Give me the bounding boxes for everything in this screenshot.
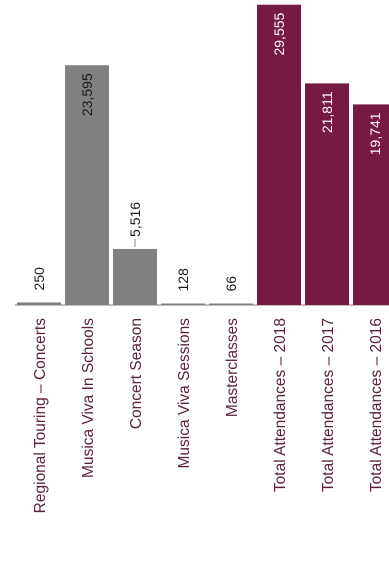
bar-5 xyxy=(209,303,253,305)
value-label-4: 128 xyxy=(175,268,191,292)
bar-4 xyxy=(161,303,205,305)
category-label-2: Musica Viva In Schools xyxy=(80,318,97,478)
bar-2 xyxy=(65,65,109,305)
bar-3 xyxy=(113,248,157,305)
category-label-8: Total Attendances – 2016 xyxy=(368,318,385,492)
value-label-8: 19,741 xyxy=(367,112,383,155)
value-label-6: 29,555 xyxy=(271,12,287,55)
value-label-3: 5,516 xyxy=(127,202,143,237)
category-label-4: Musica Viva Sessions xyxy=(176,318,193,469)
bar-6 xyxy=(257,4,301,305)
bar-8 xyxy=(353,104,389,305)
category-label-1: Regional Touring – Concerts xyxy=(32,318,49,514)
value-label-1: 250 xyxy=(31,267,47,291)
category-label-6: Total Attendances – 2018 xyxy=(272,318,289,492)
value-label-7: 21,811 xyxy=(319,91,335,133)
value-label-2: 23,595 xyxy=(79,73,95,116)
value-label-5: 66 xyxy=(223,276,239,292)
bar-7 xyxy=(305,83,349,305)
bar-1 xyxy=(17,302,61,305)
category-label-3: Concert Season xyxy=(128,318,145,429)
category-label-5: Masterclasses xyxy=(224,318,241,417)
category-label-7: Total Attendances – 2017 xyxy=(320,318,337,492)
